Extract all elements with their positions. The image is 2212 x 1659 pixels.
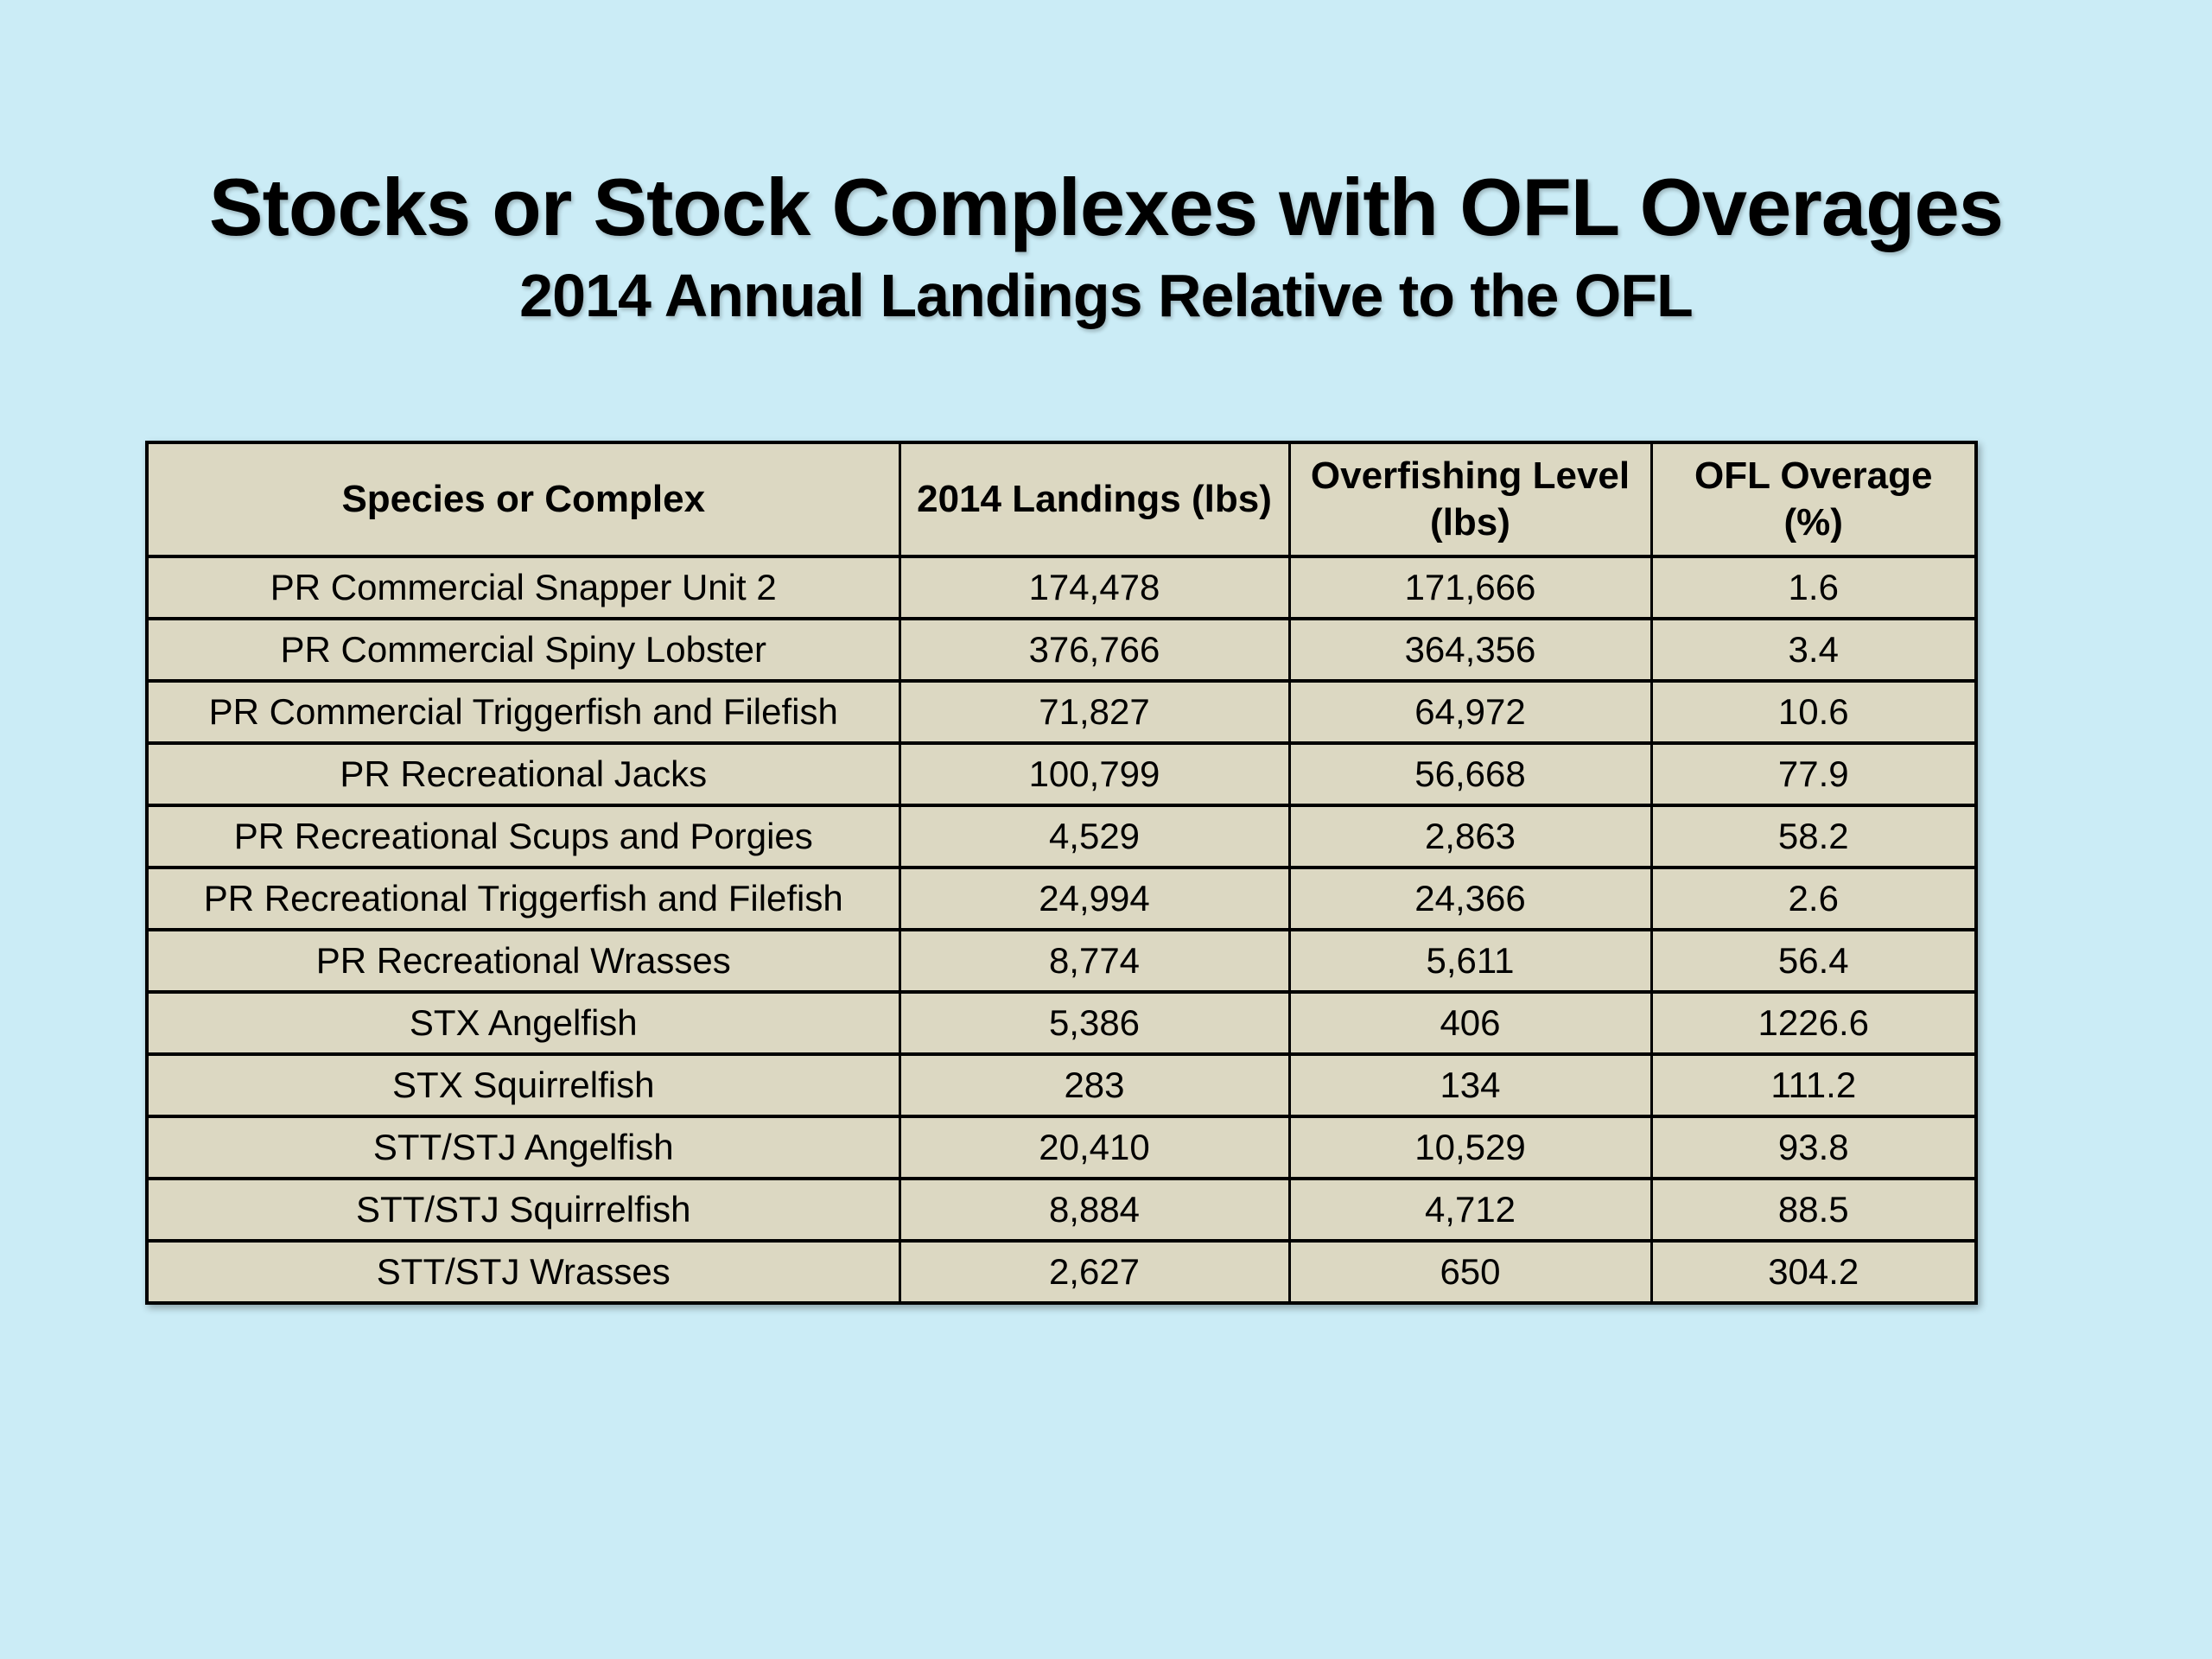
landings-cell: 100,799 bbox=[898, 741, 1291, 807]
table-header-row: Species or Complex 2014 Landings (lbs) O… bbox=[145, 441, 1978, 558]
column-header-species: Species or Complex bbox=[145, 441, 901, 558]
landings-cell: 174,478 bbox=[898, 555, 1291, 620]
table-row: STT/STJ Wrasses 2,627 650 304.2 bbox=[145, 1239, 1978, 1305]
overfishing-level-cell: 2,863 bbox=[1287, 804, 1653, 869]
landings-cell: 4,529 bbox=[898, 804, 1291, 869]
overage-cell: 1.6 bbox=[1649, 555, 1978, 620]
overfishing-level-cell: 650 bbox=[1287, 1239, 1653, 1305]
landings-cell: 376,766 bbox=[898, 617, 1291, 683]
table-row: PR Recreational Jacks 100,799 56,668 77.9 bbox=[145, 741, 1978, 807]
species-cell: STX Angelfish bbox=[145, 990, 901, 1056]
overage-cell: 58.2 bbox=[1649, 804, 1978, 869]
overfishing-level-cell: 24,366 bbox=[1287, 866, 1653, 931]
overage-cell: 111.2 bbox=[1649, 1052, 1978, 1118]
species-cell: PR Commercial Snapper Unit 2 bbox=[145, 555, 901, 620]
table-body: PR Commercial Snapper Unit 2 174,478 171,6… bbox=[145, 555, 1978, 1305]
table-row: PR Recreational Triggerfish and Filefish… bbox=[145, 866, 1978, 931]
overfishing-level-cell: 10,529 bbox=[1287, 1115, 1653, 1180]
table-row: STT/STJ Angelfish 20,410 10,529 93.8 bbox=[145, 1115, 1978, 1180]
overfishing-level-cell: 171,666 bbox=[1287, 555, 1653, 620]
column-header-landings: 2014 Landings (lbs) bbox=[898, 441, 1291, 558]
table-row: STT/STJ Squirrelfish 8,884 4,712 88.5 bbox=[145, 1177, 1978, 1243]
page-subtitle: 2014 Annual Landings Relative to the OFL bbox=[519, 262, 1694, 330]
landings-cell: 8,774 bbox=[898, 928, 1291, 994]
overfishing-level-cell: 64,972 bbox=[1287, 679, 1653, 745]
species-cell: STT/STJ Angelfish bbox=[145, 1115, 901, 1180]
column-header-ofl-overage: OFL Overage (%) bbox=[1649, 441, 1978, 558]
species-cell: PR Commercial Triggerfish and Filefish bbox=[145, 679, 901, 745]
landings-cell: 24,994 bbox=[898, 866, 1291, 931]
species-cell: PR Recreational Scups and Porgies bbox=[145, 804, 901, 869]
overfishing-level-cell: 4,712 bbox=[1287, 1177, 1653, 1243]
landings-cell: 283 bbox=[898, 1052, 1291, 1118]
table-header: Species or Complex 2014 Landings (lbs) O… bbox=[145, 441, 1978, 558]
column-header-overfishing-level: Overfishing Level (lbs) bbox=[1287, 441, 1653, 558]
overage-cell: 2.6 bbox=[1649, 866, 1978, 931]
ofl-overages-table: Species or Complex 2014 Landings (lbs) O… bbox=[145, 441, 1978, 1305]
species-cell: PR Recreational Jacks bbox=[145, 741, 901, 807]
page-title: Stocks or Stock Complexes with OFL Overa… bbox=[208, 162, 2004, 252]
overfishing-level-cell: 364,356 bbox=[1287, 617, 1653, 683]
overfishing-level-cell: 406 bbox=[1287, 990, 1653, 1056]
species-cell: PR Commercial Spiny Lobster bbox=[145, 617, 901, 683]
table-row: PR Recreational Wrasses 8,774 5,611 56.4 bbox=[145, 928, 1978, 994]
overage-cell: 10.6 bbox=[1649, 679, 1978, 745]
landings-cell: 2,627 bbox=[898, 1239, 1291, 1305]
landings-cell: 71,827 bbox=[898, 679, 1291, 745]
landings-cell: 5,386 bbox=[898, 990, 1291, 1056]
table-row: STX Squirrelfish 283 134 111.2 bbox=[145, 1052, 1978, 1118]
title-block: Stocks or Stock Complexes with OFL Overa… bbox=[0, 161, 2212, 331]
table-row: PR Commercial Spiny Lobster 376,766 364,35… bbox=[145, 617, 1978, 683]
overage-cell: 56.4 bbox=[1649, 928, 1978, 994]
species-cell: STT/STJ Wrasses bbox=[145, 1239, 901, 1305]
species-cell: PR Recreational Triggerfish and Filefish bbox=[145, 866, 901, 931]
landings-cell: 20,410 bbox=[898, 1115, 1291, 1180]
species-cell: STX Squirrelfish bbox=[145, 1052, 901, 1118]
overfishing-level-cell: 56,668 bbox=[1287, 741, 1653, 807]
overage-cell: 77.9 bbox=[1649, 741, 1978, 807]
overage-cell: 304.2 bbox=[1649, 1239, 1978, 1305]
overfishing-level-cell: 134 bbox=[1287, 1052, 1653, 1118]
table-row: PR Commercial Snapper Unit 2 174,478 171,6… bbox=[145, 555, 1978, 620]
table-row: PR Recreational Scups and Porgies 4,529 2,… bbox=[145, 804, 1978, 869]
overage-cell: 93.8 bbox=[1649, 1115, 1978, 1180]
overfishing-level-cell: 5,611 bbox=[1287, 928, 1653, 994]
landings-cell: 8,884 bbox=[898, 1177, 1291, 1243]
overage-cell: 88.5 bbox=[1649, 1177, 1978, 1243]
table-row: STX Angelfish 5,386 406 1226.6 bbox=[145, 990, 1978, 1056]
species-cell: PR Recreational Wrasses bbox=[145, 928, 901, 994]
species-cell: STT/STJ Squirrelfish bbox=[145, 1177, 901, 1243]
overage-cell: 1226.6 bbox=[1649, 990, 1978, 1056]
overage-cell: 3.4 bbox=[1649, 617, 1978, 683]
table-row: PR Commercial Triggerfish and Filefish 71… bbox=[145, 679, 1978, 745]
